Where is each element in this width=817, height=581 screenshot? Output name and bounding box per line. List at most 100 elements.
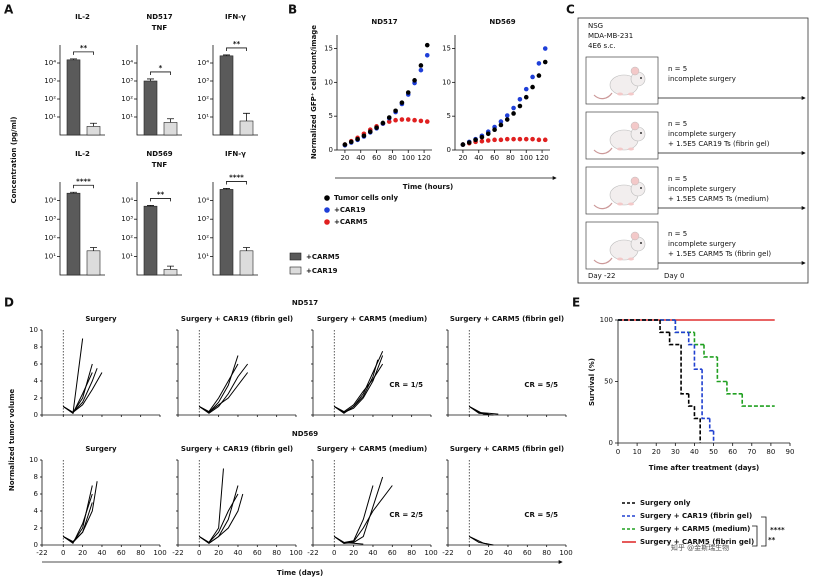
tumor-line: [198, 493, 244, 544]
group-text: + 1.5E5 CARM5 Ts (fibrin gel): [668, 250, 771, 258]
y-tick-label: 4: [34, 507, 39, 515]
error-bar: [167, 265, 174, 270]
bar: [239, 120, 254, 136]
significance: ****: [770, 526, 785, 534]
x-tick-label: 120: [535, 154, 548, 162]
panel-label: B: [288, 3, 297, 17]
tumor-line: [199, 493, 239, 544]
data-point: [367, 129, 373, 135]
data-point: [523, 136, 529, 142]
group-text: + 1.5E5 CAR19 Ts (fibrin gel): [668, 140, 770, 148]
tumor-line: [62, 493, 93, 545]
y-tick-label: 10¹: [197, 252, 209, 260]
chart-title: Surgery + CARM5 (fibrin gel): [450, 315, 564, 323]
y-tick-label: 10: [29, 326, 38, 334]
legend-label: +CAR19: [334, 206, 366, 214]
y-tick-label: 2: [34, 524, 38, 532]
survival-step: [674, 320, 695, 334]
chart-title: ND569: [489, 18, 515, 26]
data-point: [412, 78, 417, 83]
x-axis-label: Time (days): [277, 569, 323, 577]
data-point: [530, 74, 535, 80]
data-point: [498, 119, 504, 124]
error-bar: [90, 122, 97, 127]
data-point: [517, 96, 523, 102]
significance: *: [159, 64, 163, 72]
data-point: [492, 137, 497, 143]
significance-bracket: [226, 47, 247, 51]
error-bar: [70, 58, 77, 60]
y-tick-label: 5: [329, 112, 333, 120]
significance-bracket: [226, 181, 247, 185]
y-tick-label: 10: [324, 78, 333, 86]
x-tick-label: 40: [98, 549, 107, 557]
x-tick-label: 60: [117, 549, 126, 557]
y-axis-label: Normalized tumor volume: [8, 389, 16, 492]
y-tick-label: 10²: [44, 234, 56, 242]
data-point: [473, 137, 478, 143]
legend-label: +CARM5: [306, 253, 340, 261]
tumor-line: [199, 372, 249, 414]
y-tick-label: 15: [442, 45, 451, 53]
error-bar: [223, 188, 230, 190]
x-tick-label: 60: [523, 549, 532, 557]
data-point: [361, 133, 367, 139]
survival-step: [693, 344, 703, 370]
data-point: [424, 119, 430, 124]
data-point: [498, 137, 504, 143]
x-tick-label: 60: [728, 448, 737, 456]
bar: [66, 192, 81, 276]
y-axis-label: Normalized GFP⁺ cell count/image: [310, 25, 318, 159]
x-tick-label: 100: [559, 549, 572, 557]
x-tick-label: 20: [484, 549, 493, 557]
data-point: [418, 67, 424, 73]
group-text: n = 5: [668, 120, 687, 128]
axis: [41, 460, 160, 546]
legend-label: Tumor cells only: [334, 194, 398, 202]
group-text: n = 5: [668, 65, 687, 73]
x-tick-label: 20: [458, 154, 467, 162]
x-tick-label: 0: [616, 448, 620, 456]
y-tick-label: 10¹: [44, 252, 56, 260]
axis: [447, 330, 566, 416]
significance-bracket: [73, 51, 94, 55]
survival-step: [659, 320, 670, 334]
axis: [617, 320, 790, 444]
bar: [239, 250, 254, 276]
x-tick-label: 90: [786, 448, 795, 456]
tumor-line: [333, 351, 384, 414]
annotation: CR = 2/5: [389, 511, 423, 519]
x-tick-label: 40: [356, 154, 365, 162]
survival-step: [741, 393, 775, 407]
legend-label: Surgery + CARM5 (medium): [640, 525, 750, 533]
y-tick-label: 8: [34, 343, 38, 351]
x-tick-label: 40: [690, 448, 699, 456]
survival-step: [703, 344, 718, 358]
panel-label: E: [572, 296, 580, 310]
x-tick-label: 0: [332, 549, 336, 557]
y-tick-label: 10³: [121, 215, 133, 223]
y-tick-label: 10¹: [197, 113, 209, 121]
header-text: NSG: [588, 22, 603, 30]
data-point: [466, 140, 472, 145]
legend-label: Surgery only: [640, 499, 691, 507]
data-point: [504, 136, 510, 142]
data-point: [386, 119, 392, 124]
y-tick-label: 10⁴: [44, 197, 56, 205]
annotation: CR = 1/5: [389, 381, 423, 389]
legend-swatch: [289, 252, 302, 261]
group-text: incomplete surgery: [668, 75, 736, 83]
x-tick-label: -22: [442, 549, 453, 557]
tumor-line: [63, 363, 93, 414]
y-tick-label: 10¹: [121, 113, 133, 121]
significance: **: [80, 44, 88, 52]
axis: [177, 460, 296, 546]
survival-step: [687, 393, 695, 407]
significance: ****: [229, 173, 244, 181]
x-tick-label: 80: [272, 549, 281, 557]
tumor-line: [334, 363, 384, 413]
tumor-line: [469, 536, 494, 546]
tumor-line: [199, 355, 239, 414]
significance: **: [768, 536, 776, 544]
